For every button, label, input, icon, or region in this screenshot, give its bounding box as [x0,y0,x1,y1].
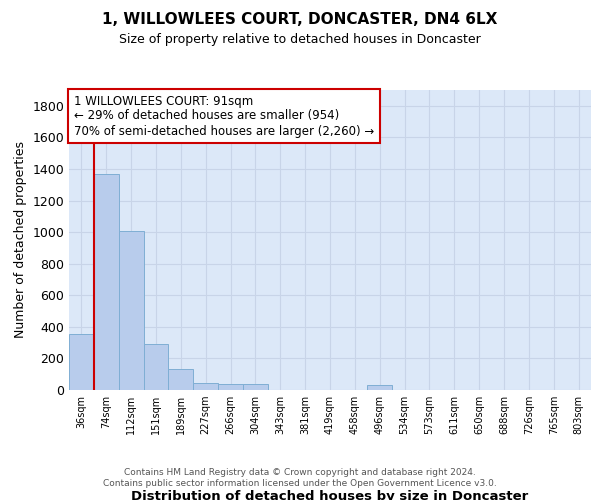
Bar [119,230,143,390]
Text: 1, WILLOWLEES COURT, DONCASTER, DN4 6LX: 1, WILLOWLEES COURT, DONCASTER, DN4 6LX [103,12,497,28]
Text: Contains HM Land Registry data © Crown copyright and database right 2024.
Contai: Contains HM Land Registry data © Crown c… [103,468,497,487]
Bar [169,370,193,390]
Bar [94,174,119,390]
Bar [69,334,94,390]
Bar [193,383,218,390]
Text: Size of property relative to detached houses in Doncaster: Size of property relative to detached ho… [119,32,481,46]
Bar [218,384,243,390]
Text: 1 WILLOWLEES COURT: 91sqm
← 29% of detached houses are smaller (954)
70% of semi: 1 WILLOWLEES COURT: 91sqm ← 29% of detac… [74,94,374,138]
Bar [243,384,268,390]
X-axis label: Distribution of detached houses by size in Doncaster: Distribution of detached houses by size … [131,490,529,500]
Bar [143,344,169,390]
Bar [367,386,392,390]
Y-axis label: Number of detached properties: Number of detached properties [14,142,27,338]
